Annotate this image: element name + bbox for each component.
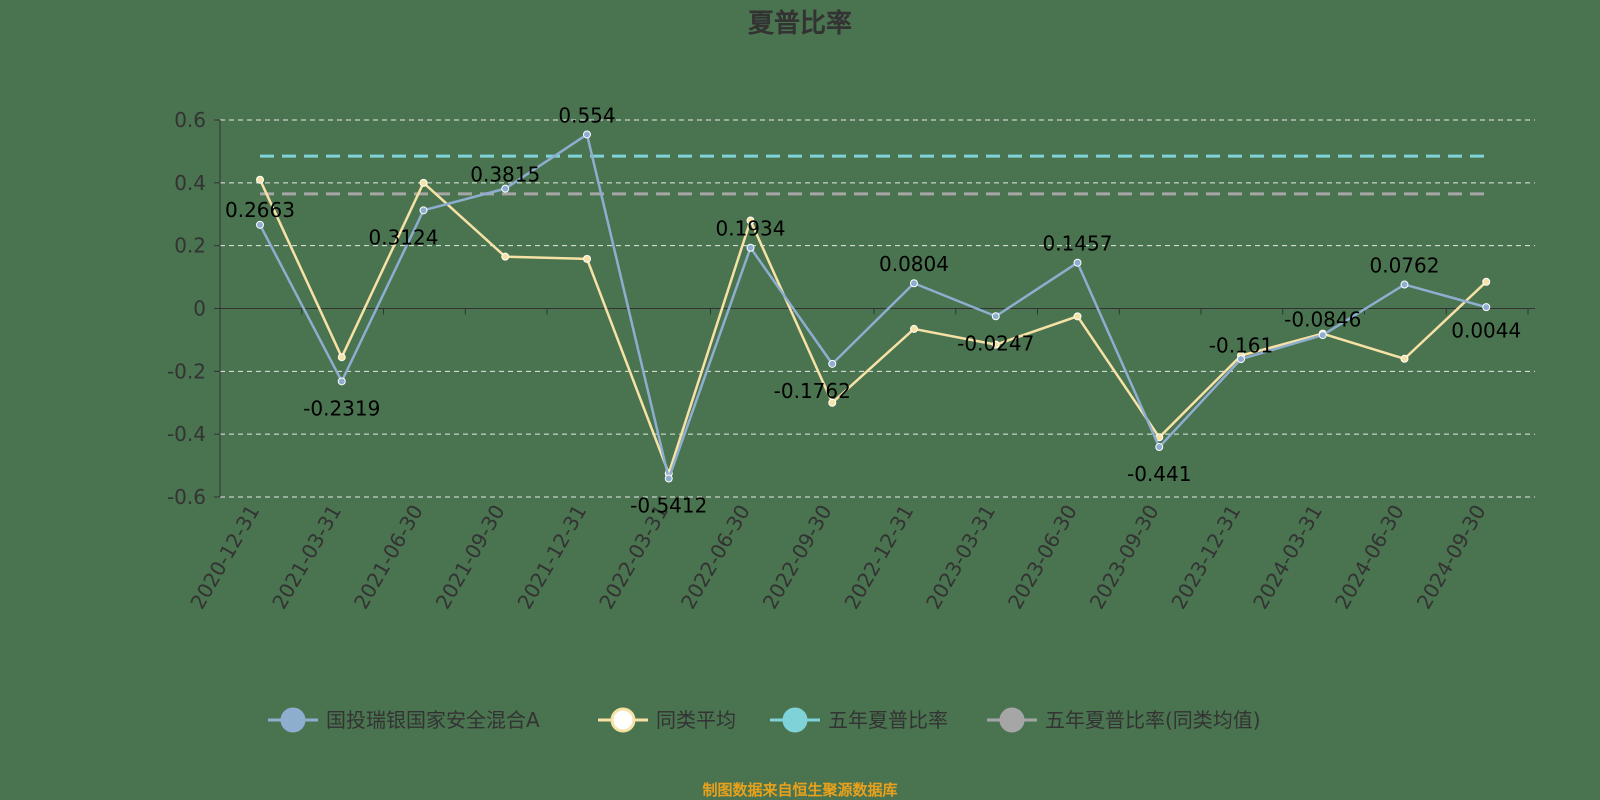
y-tick-label: -0.4 xyxy=(167,422,206,446)
series-line xyxy=(258,179,1488,475)
data-point xyxy=(664,474,673,483)
series-line xyxy=(258,133,1487,480)
legend: 国投瑞银国家安全混合A 同类平均 五年夏普比率 五年夏普比率(同类均值) xyxy=(268,707,1261,733)
x-tick-label: 2021-03-31 xyxy=(267,501,346,614)
data-point xyxy=(1482,303,1491,312)
legend-marker xyxy=(999,707,1025,733)
data-label: 0.554 xyxy=(558,103,615,127)
legend-marker xyxy=(280,707,306,733)
data-label: -0.0846 xyxy=(1284,307,1361,331)
data-point xyxy=(583,130,591,139)
x-tick-label: 2021-12-31 xyxy=(512,501,591,614)
data-label: 0.1934 xyxy=(716,217,786,241)
x-tick-label: 2020-12-31 xyxy=(185,501,264,614)
data-point xyxy=(991,340,1000,349)
data-label: 0.3124 xyxy=(369,225,439,249)
data-label: 0.1457 xyxy=(1043,232,1113,256)
data-point xyxy=(256,175,264,184)
data-point xyxy=(1073,258,1082,267)
data-label: -0.1762 xyxy=(774,379,851,403)
data-point xyxy=(746,216,755,225)
data-point xyxy=(337,377,346,386)
data-labels: 0.2663 -0.2319 0.3124 0.3815 0.554 -0.5412 0.1… xyxy=(225,103,1521,517)
data-point xyxy=(828,359,837,368)
data-label: 0.2663 xyxy=(225,198,295,222)
y-tick-label: -0.6 xyxy=(167,485,206,509)
data-point xyxy=(501,184,510,193)
y-tick-label: 0.2 xyxy=(174,234,206,258)
data-point xyxy=(1318,331,1327,340)
data-point xyxy=(1482,277,1491,286)
y-tick-label: 0.6 xyxy=(174,108,206,132)
reference-lines xyxy=(260,154,1487,196)
data-point xyxy=(991,312,1000,321)
data-label: -0.0247 xyxy=(957,331,1034,355)
data-point xyxy=(1400,354,1409,363)
x-tick-label: 2023-03-31 xyxy=(921,501,1000,614)
data-label: 0.3815 xyxy=(470,162,540,186)
data-point xyxy=(337,353,346,362)
x-tick-label: 2021-06-30 xyxy=(349,501,428,614)
y-tick-label: 0.4 xyxy=(174,171,206,195)
x-tick-label: 2023-09-30 xyxy=(1085,501,1164,614)
legend-marker xyxy=(782,707,808,733)
x-tick-label: 2022-09-30 xyxy=(758,501,837,614)
legend-label: 五年夏普比率 xyxy=(828,708,948,732)
data-point xyxy=(910,324,918,333)
x-tick-label: 2024-03-31 xyxy=(1248,501,1327,614)
data-point xyxy=(583,254,591,263)
data-point xyxy=(1073,312,1082,321)
data-label: 0.0044 xyxy=(1451,319,1521,343)
legend-label: 同类平均 xyxy=(656,708,736,732)
x-tick-label: 2023-12-31 xyxy=(1166,501,1245,614)
source-note: 制图数据来自恒生聚源数据库 xyxy=(702,781,897,799)
legend-label: 五年夏普比率(同类均值) xyxy=(1045,708,1261,732)
data-label: -0.5412 xyxy=(630,494,707,518)
x-tick-label: 2022-12-31 xyxy=(839,501,918,614)
x-axis: 2020-12-31 2021-03-31 2021-06-30 2021-09-30… xyxy=(185,308,1535,614)
x-tick-label: 2021-09-30 xyxy=(431,501,510,614)
data-point xyxy=(1155,443,1164,452)
data-point xyxy=(1237,355,1245,364)
data-label: 0.0762 xyxy=(1370,254,1440,278)
data-point xyxy=(1400,280,1409,289)
y-tick-label: 0 xyxy=(193,297,206,321)
chart-title: 夏普比率 xyxy=(748,8,852,39)
data-point xyxy=(746,243,755,252)
data-point xyxy=(828,398,837,407)
legend-marker xyxy=(610,707,636,733)
x-tick-label: 2024-06-30 xyxy=(1330,501,1409,614)
legend-label: 国投瑞银国家安全混合A xyxy=(326,708,540,732)
data-label: 0.0804 xyxy=(879,252,949,276)
data-point xyxy=(910,279,918,288)
data-label: -0.2319 xyxy=(303,396,380,420)
data-label: -0.161 xyxy=(1209,334,1273,358)
x-tick-label: 2024-09-30 xyxy=(1412,501,1491,614)
series-lines xyxy=(256,130,1491,483)
x-tick-label: 2023-06-30 xyxy=(1003,501,1082,614)
y-axis: 0.6 0.4 0.2 0 -0.2 -0.4 -0.6 xyxy=(167,108,221,509)
data-label: -0.441 xyxy=(1127,462,1191,486)
data-point xyxy=(419,178,428,187)
data-point xyxy=(419,206,428,215)
y-tick-label: -0.2 xyxy=(167,359,206,383)
data-point xyxy=(256,220,264,229)
data-point xyxy=(501,252,510,261)
